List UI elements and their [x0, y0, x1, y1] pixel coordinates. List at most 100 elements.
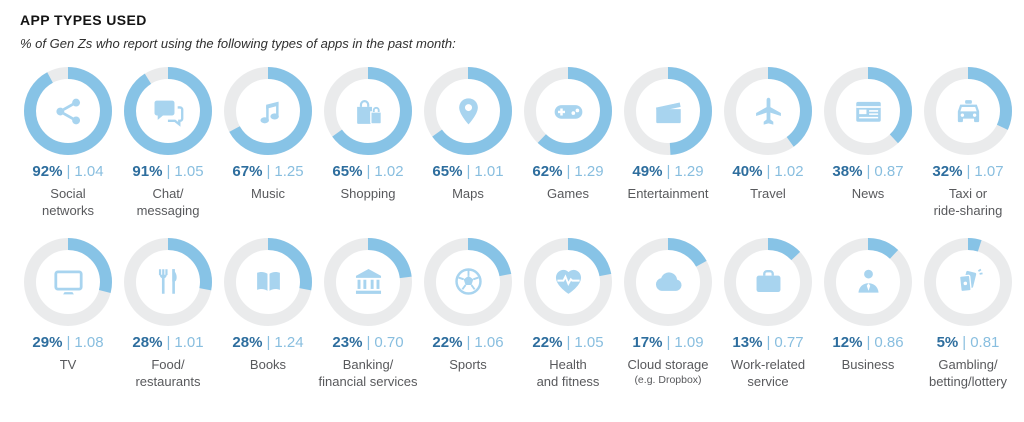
bank-icon	[324, 238, 412, 326]
value-line: 12% | 0.86	[832, 335, 903, 350]
donut-arc	[324, 237, 412, 326]
newspaper-icon	[824, 67, 912, 155]
donut-ring	[724, 67, 812, 155]
value-line: 17% | 1.09	[632, 335, 703, 350]
donut-arc	[924, 67, 1012, 155]
donut-ring	[324, 237, 412, 326]
index-value: 0.77	[774, 333, 804, 351]
donut-cell: 22% | 1.05 Health and fitness	[520, 237, 616, 391]
donut-cell: 23% | 0.70 Banking/ financial services	[318, 237, 418, 391]
donut-ring	[724, 237, 812, 326]
donut-arc	[724, 237, 812, 326]
value-separator: |	[866, 333, 871, 351]
index-value: 1.29	[674, 163, 704, 180]
value-line: 92% | 1.04	[32, 164, 103, 179]
category-label: Cloud storage	[627, 356, 709, 372]
value-line: 22% | 1.05	[532, 335, 603, 350]
percent-value: 67%	[232, 163, 263, 180]
value-line: 23% | 0.70	[332, 335, 403, 350]
donut-arc	[224, 237, 312, 326]
category-label: News	[851, 186, 885, 201]
index-value: 1.09	[674, 333, 704, 351]
donut-cell: 67% | 1.25 Music	[220, 67, 316, 220]
business-person-icon	[824, 238, 912, 326]
donut-ring	[424, 237, 512, 326]
value-line: 22% | 1.06	[432, 335, 503, 350]
donut-cell: 40% | 1.02 Travel	[720, 67, 816, 220]
percent-value: 17%	[632, 333, 663, 351]
donut-ring	[24, 237, 112, 326]
value-separator: |	[766, 333, 771, 351]
donut-arc	[624, 67, 712, 155]
donut-cell: 29% | 1.08 TV	[20, 237, 116, 391]
donut-ring	[624, 237, 712, 326]
donut-cell: 38% | 0.87 News	[820, 67, 916, 220]
category-label: Work-related service	[730, 356, 806, 389]
donut-chart	[24, 237, 112, 326]
cloud-icon	[624, 238, 712, 326]
donut-cell: 12% | 0.86 Business	[820, 237, 916, 391]
index-value: 1.05	[174, 163, 204, 180]
category-label: Sports	[449, 356, 487, 372]
index-value: 1.07	[974, 163, 1004, 180]
donut-cell: 32% | 1.07 Taxi or ride-sharing	[920, 67, 1016, 220]
donut-arc	[424, 237, 512, 326]
value-line: 29% | 1.08	[32, 335, 103, 350]
percent-value: 29%	[32, 333, 63, 351]
value-line: 67% | 1.25	[232, 164, 303, 179]
donut-ring	[224, 67, 312, 155]
value-line: 65% | 1.02	[332, 164, 403, 179]
index-value: 1.02	[774, 163, 804, 180]
airplane-icon	[724, 67, 812, 155]
donut-arc	[24, 67, 112, 155]
donut-ring	[24, 67, 112, 155]
donut-chart	[624, 67, 712, 155]
value-separator: |	[166, 163, 171, 180]
index-value: 1.02	[374, 163, 404, 180]
donut-arc	[324, 67, 412, 155]
value-line: 49% | 1.29	[632, 164, 703, 179]
playing-cards-icon	[924, 238, 1012, 326]
percent-value: 13%	[732, 333, 763, 351]
percent-value: 28%	[232, 333, 263, 351]
index-value: 1.25	[274, 163, 304, 180]
index-value: 0.87	[874, 163, 904, 180]
value-separator: |	[566, 333, 571, 351]
donut-ring	[424, 67, 512, 155]
clapperboard-icon	[624, 67, 712, 155]
value-line: 38% | 0.87	[832, 164, 903, 179]
taxi-icon	[924, 67, 1012, 155]
donut-ring	[124, 237, 212, 326]
donut-cell: 13% | 0.77 Work-related service	[720, 237, 816, 391]
donut-ring	[324, 67, 412, 155]
percent-value: 92%	[32, 163, 63, 180]
briefcase-icon	[724, 238, 812, 326]
percent-value: 38%	[832, 163, 863, 180]
value-separator: |	[566, 163, 571, 180]
donut-chart	[624, 237, 712, 326]
donut-chart	[224, 67, 312, 155]
percent-value: 28%	[132, 333, 163, 351]
donut-cell: 28% | 1.01 Food/ restaurants	[120, 237, 216, 391]
donut-grid: 92% | 1.04 Social networks 91% | 1.05 Chat/ …	[20, 67, 1016, 391]
donut-arc	[824, 67, 912, 155]
donut-arc	[824, 237, 912, 326]
soccer-ball-icon	[424, 238, 512, 326]
donut-arc	[924, 237, 1012, 326]
fork-knife-icon	[124, 238, 212, 326]
donut-arc	[24, 237, 112, 326]
value-line: 65% | 1.01	[432, 164, 503, 179]
category-label: TV	[59, 356, 77, 372]
value-line: 28% | 1.24	[232, 335, 303, 350]
category-label: Banking/ financial services	[318, 356, 418, 389]
map-pin-icon	[424, 67, 512, 155]
donut-cell: 65% | 1.02 Shopping	[320, 67, 416, 220]
value-line: 91% | 1.05	[132, 164, 203, 179]
percent-value: 12%	[832, 333, 863, 351]
category-label: Shopping	[340, 186, 396, 201]
category-label: Entertainment	[627, 186, 709, 201]
donut-chart	[924, 237, 1012, 326]
music-note-icon	[224, 67, 312, 155]
value-separator: |	[666, 163, 671, 180]
